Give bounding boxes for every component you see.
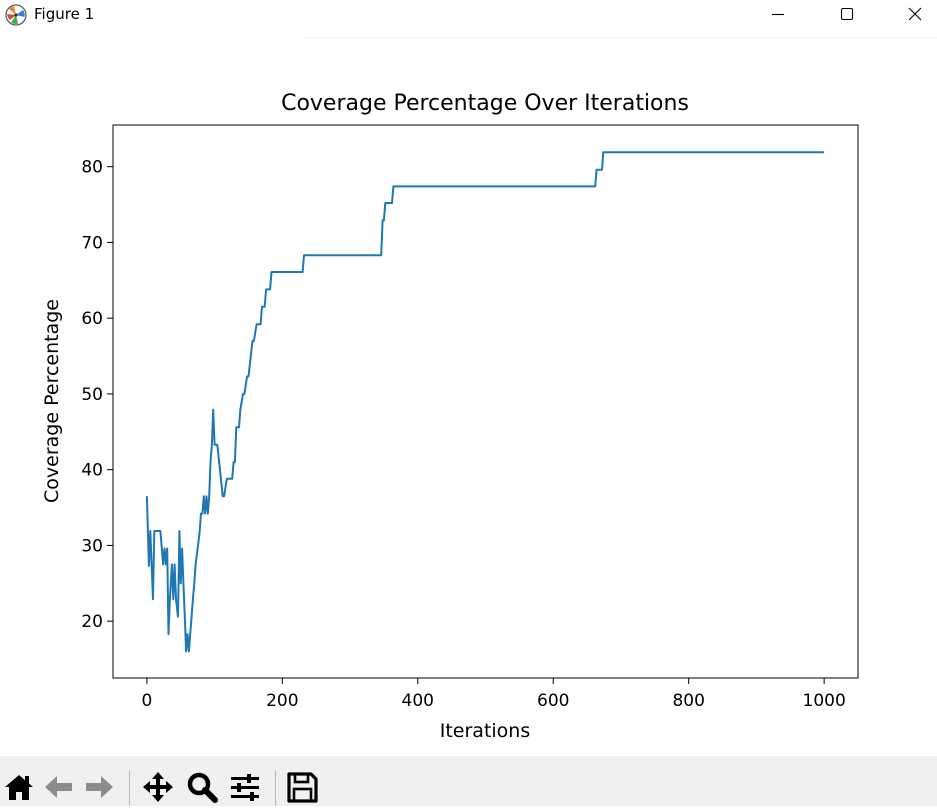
zoom-button[interactable]: [185, 770, 219, 804]
y-axis-label: Coverage Percentage: [41, 299, 63, 503]
y-tick-label: 50: [81, 385, 103, 405]
chart-title: Coverage Percentage Over Iterations: [281, 91, 689, 116]
close-button[interactable]: [892, 0, 937, 30]
navigation-toolbar: [0, 756, 937, 806]
x-tick-label: 600: [537, 691, 569, 711]
home-icon: [5, 775, 33, 800]
series-line: [145, 151, 825, 653]
y-tick-label: 80: [81, 158, 103, 178]
home-button[interactable]: [2, 770, 36, 804]
back-icon: [45, 776, 72, 798]
save-button[interactable]: [285, 770, 319, 804]
forward-icon: [86, 776, 113, 798]
figure-canvas[interactable]: Coverage Percentage Over Iterations 0 200…: [0, 38, 937, 756]
y-axis: 20 30 40 50 60 70 80: [81, 158, 113, 632]
y-tick-label: 60: [81, 309, 103, 329]
configure-subplots-button[interactable]: [228, 770, 262, 804]
window-titlebar: Figure 1: [0, 0, 937, 37]
minimize-icon: [772, 13, 784, 16]
x-tick-label: 0: [141, 691, 152, 711]
plot-area: [112, 124, 859, 679]
app-icon: [5, 4, 27, 26]
line-chart: Coverage Percentage Over Iterations 0 200…: [41, 91, 859, 742]
y-tick-label: 40: [81, 461, 103, 481]
x-tick-label: 200: [266, 691, 298, 711]
pan-button[interactable]: [141, 770, 175, 804]
toolbar-separator: [275, 770, 276, 806]
x-tick-label: 1000: [803, 691, 846, 711]
y-tick-label: 70: [81, 233, 103, 253]
x-tick-label: 800: [672, 691, 704, 711]
x-axis: 0 200 400 600 800 1000: [141, 678, 846, 711]
forward-button[interactable]: [82, 770, 116, 804]
configure-subplots-icon: [231, 774, 259, 801]
x-axis-label: Iterations: [440, 720, 531, 742]
x-tick-label: 400: [402, 691, 434, 711]
toolbar-separator: [129, 770, 130, 806]
pan-icon: [143, 772, 173, 802]
window-title: Figure 1: [34, 5, 95, 23]
save-icon: [287, 772, 318, 803]
back-button[interactable]: [42, 770, 76, 804]
y-tick-label: 30: [81, 536, 103, 556]
maximize-icon: [840, 7, 854, 21]
zoom-icon: [187, 772, 218, 803]
y-tick-label: 20: [81, 612, 103, 632]
minimize-button[interactable]: [755, 0, 801, 30]
maximize-button[interactable]: [824, 0, 870, 30]
close-icon: [908, 7, 922, 21]
titlebar-divider: [305, 37, 937, 38]
